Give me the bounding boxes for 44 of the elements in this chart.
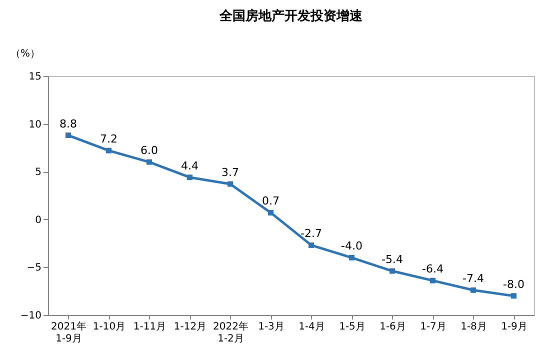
y-tick-label: −5 — [26, 262, 42, 274]
point — [390, 268, 395, 274]
chart-title: 全国房地产开发投资增速 — [218, 8, 364, 24]
data-label: 3.7 — [222, 166, 239, 180]
point — [106, 148, 112, 154]
data-label: 6.0 — [140, 144, 158, 158]
y-axis-title: （%） — [10, 48, 40, 60]
data-label: -5.4 — [382, 253, 403, 266]
x-tick-label: 1-11月 — [133, 322, 166, 332]
data-label: -7.4 — [462, 272, 484, 286]
x-tick-label: 1-7月 — [420, 322, 446, 332]
point — [470, 287, 476, 293]
x-tick-label: 1-6月 — [380, 322, 406, 332]
point — [187, 174, 192, 180]
point — [511, 293, 516, 299]
x-tick-label: 1-5月 — [339, 322, 366, 332]
data-label: -2.7 — [300, 227, 322, 240]
data-label: -6.4 — [422, 262, 444, 276]
x-tick-label: 1-12月 — [174, 322, 207, 332]
point — [308, 242, 314, 248]
x-tick-label: 1-3月 — [258, 322, 284, 332]
y-tick-label: 10 — [28, 119, 42, 130]
data-label: 4.4 — [181, 159, 198, 172]
point — [268, 210, 274, 216]
data-label: -4.0 — [341, 240, 362, 253]
y-tick-label: −10 — [20, 310, 42, 322]
x-tick-label: 2022年 1-2月 — [213, 320, 248, 344]
y-tick-label: 0 — [35, 214, 42, 226]
x-tick-label: 1-9月 — [501, 322, 528, 332]
x-tick-label: 1-10月 — [92, 322, 126, 332]
y-tick-label: 15 — [28, 72, 42, 82]
data-label: -8.0 — [503, 278, 524, 291]
x-tick-label: 1-4月 — [298, 322, 325, 332]
point — [228, 181, 233, 187]
y-tick-label: 5 — [35, 167, 42, 178]
data-label: 7.2 — [100, 132, 118, 146]
point — [349, 254, 354, 260]
x-tick-label: 1-8月 — [460, 322, 487, 332]
point — [430, 278, 436, 284]
data-label: 8.8 — [60, 117, 77, 130]
x-tick-label: 2021年 1-9月 — [51, 320, 86, 344]
point — [146, 159, 152, 165]
data-label: 0.7 — [262, 194, 280, 208]
point — [66, 132, 71, 138]
